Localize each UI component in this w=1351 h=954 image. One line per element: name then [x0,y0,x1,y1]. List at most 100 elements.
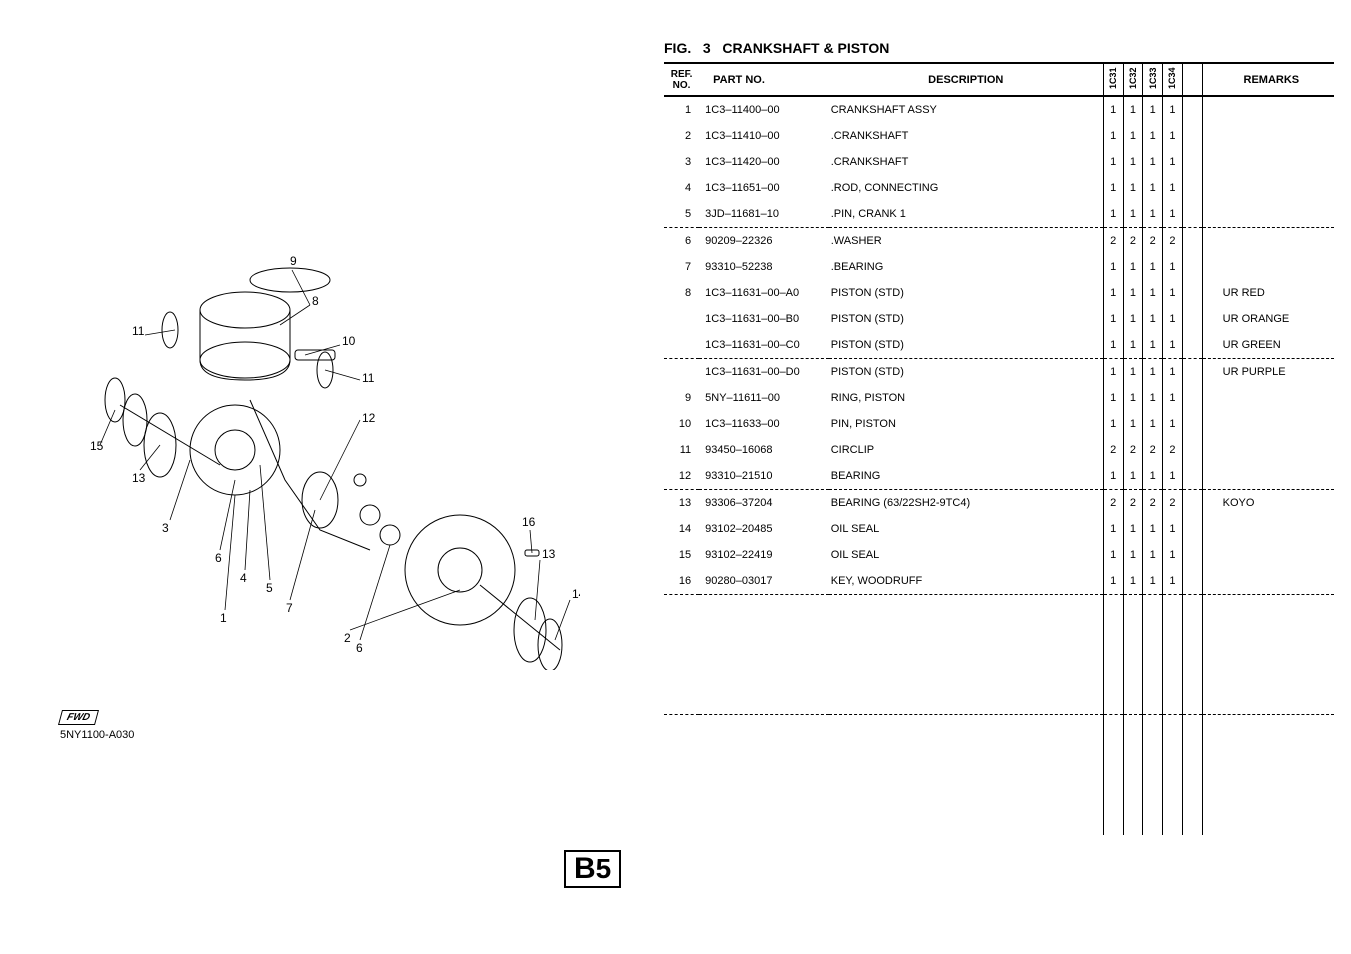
cell-qty [1182,280,1202,306]
cell-qty: 1 [1123,96,1143,123]
col-qty-3: 1C34 [1163,63,1183,96]
cell-qty: 1 [1103,332,1123,359]
cell-remarks: KOYO [1202,490,1334,517]
cell-blank [1163,715,1183,835]
figure-number: 3 [703,40,711,56]
cell-blank [1103,595,1123,715]
cell-qty [1182,123,1202,149]
cell-ref: 7 [664,254,699,280]
cell-ref: 5 [664,201,699,228]
cell-qty: 1 [1123,175,1143,201]
cell-ref: 3 [664,149,699,175]
cell-partno: 90280–03017 [699,568,829,595]
cell-description: PISTON (STD) [829,332,1104,359]
cell-qty: 1 [1163,542,1183,568]
cell-qty: 1 [1163,123,1183,149]
cell-ref [664,359,699,386]
cell-blank [1202,595,1334,715]
cell-ref: 16 [664,568,699,595]
cell-description: .CRANKSHAFT [829,123,1104,149]
cell-qty: 1 [1103,254,1123,280]
cell-qty: 1 [1123,411,1143,437]
cell-qty: 1 [1123,280,1143,306]
cell-qty: 1 [1103,463,1123,490]
cell-blank [1123,595,1143,715]
cell-blank [1182,595,1202,715]
cell-partno: 93306–37204 [699,490,829,517]
table-row: 11C3–11400–00CRANKSHAFT ASSY1111 [664,96,1334,123]
cell-partno: 1C3–11631–00–A0 [699,280,829,306]
cell-blank [829,715,1104,835]
cell-qty: 1 [1143,149,1163,175]
col-description: DESCRIPTION [829,63,1104,96]
cell-qty [1182,306,1202,332]
cell-remarks [1202,385,1334,411]
cell-qty: 1 [1163,359,1183,386]
col-qty-1: 1C32 [1123,63,1143,96]
cell-qty: 1 [1103,359,1123,386]
cell-description: .PIN, CRANK 1 [829,201,1104,228]
callout-12: 12 [362,411,376,425]
cell-description: PISTON (STD) [829,280,1104,306]
cell-qty: 1 [1123,516,1143,542]
table-row: 21C3–11410–00.CRANKSHAFT1111 [664,123,1334,149]
cell-qty [1182,332,1202,359]
cell-qty: 1 [1143,96,1163,123]
cell-qty [1182,96,1202,123]
cell-qty: 1 [1163,516,1183,542]
cell-blank [1143,715,1163,835]
cell-description: .WASHER [829,228,1104,255]
page-badge-prefix: B [574,852,596,885]
table-row: 41C3–11651–00.ROD, CONNECTING1111 [664,175,1334,201]
callout-7: 7 [286,601,293,615]
cell-partno: 1C3–11410–00 [699,123,829,149]
callout-11a: 11 [132,324,145,338]
cell-description: BEARING [829,463,1104,490]
table-row: 81C3–11631–00–A0PISTON (STD)1111UR RED [664,280,1334,306]
col-qty-0: 1C31 [1103,63,1123,96]
cell-description: PISTON (STD) [829,306,1104,332]
fwd-icon: FWD [58,710,99,725]
diagram-svg: 9 8 11 10 11 12 15 13 3 6 4 5 7 1 2 6 16… [60,250,580,670]
cell-ref: 15 [664,542,699,568]
figure-label: FIG. [664,40,691,56]
cell-qty: 1 [1163,411,1183,437]
cell-qty: 1 [1143,568,1163,595]
cell-qty: 1 [1143,175,1163,201]
cell-remarks: UR GREEN [1202,332,1334,359]
table-row: 690209–22326.WASHER2222 [664,228,1334,255]
cell-remarks [1202,411,1334,437]
callout-14: 14 [572,587,580,601]
cell-remarks [1202,123,1334,149]
cell-qty: 1 [1163,280,1183,306]
col-remarks: REMARKS [1202,63,1334,96]
figure-title: FIG. 3 CRANKSHAFT & PISTON [664,40,889,56]
cell-ref: 12 [664,463,699,490]
table-row: 1493102–20485OIL SEAL1111 [664,516,1334,542]
cell-qty: 1 [1143,280,1163,306]
cell-description: OIL SEAL [829,542,1104,568]
cell-partno: 1C3–11400–00 [699,96,829,123]
cell-qty: 1 [1143,306,1163,332]
cell-qty: 2 [1123,228,1143,255]
page-badge-number: 5 [596,853,612,884]
cell-qty: 2 [1163,437,1183,463]
cell-qty: 1 [1123,254,1143,280]
callout-9: 9 [290,254,297,268]
cell-qty: 2 [1143,228,1163,255]
cell-remarks [1202,516,1334,542]
cell-qty: 1 [1163,149,1183,175]
cell-qty [1182,463,1202,490]
cell-partno: 5NY–11611–00 [699,385,829,411]
callout-11b: 11 [362,371,375,385]
cell-qty: 1 [1103,201,1123,228]
cell-blank [664,595,699,715]
table-row: 1593102–22419OIL SEAL1111 [664,542,1334,568]
cell-qty: 1 [1163,332,1183,359]
cell-qty: 1 [1163,201,1183,228]
cell-qty [1182,568,1202,595]
cell-qty: 2 [1163,228,1183,255]
cell-qty: 1 [1103,385,1123,411]
cell-ref: 9 [664,385,699,411]
callout-6b: 6 [356,641,363,655]
